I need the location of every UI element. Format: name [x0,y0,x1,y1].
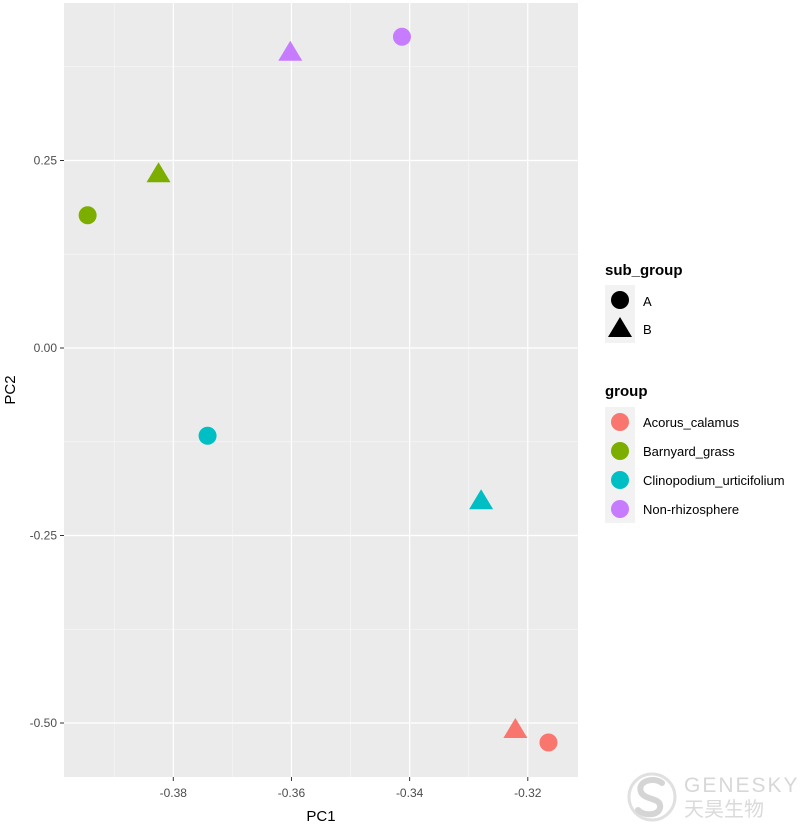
x-tick-label: -0.36 [278,786,306,800]
legend-clinopodium-key [611,471,629,489]
genesky-logo-icon [627,772,677,822]
point-clinopodium-urticifolium-b [469,489,494,510]
x-axis-ticks: -0.38 -0.36 -0.34 -0.32 [160,777,542,800]
x-tick-label: -0.38 [160,786,188,800]
point-acorus-calamus-a [539,733,558,752]
legend-group-label-barnyard: Barnyard_grass [643,444,735,459]
watermark-brand-cn: 天昊生物 [684,798,764,821]
data-points [78,27,558,752]
y-tick-label: -0.25 [30,529,58,543]
x-tick-label: -0.32 [514,786,542,800]
legend-acorus-key [611,413,629,431]
legend-circle-shape-icon [611,291,629,309]
y-tick-label: -0.50 [30,716,58,730]
x-axis-title: PC1 [306,808,335,825]
x-tick-label: -0.34 [396,786,424,800]
legend-group-label-nonrhizo: Non-rhizosphere [643,502,739,517]
legend-group-title: group [605,383,648,400]
legend-group-label-clinopodium: Clinopodium_urticifolium [643,473,785,488]
grid-major [64,3,578,777]
legend-sub-group-title: sub_group [605,262,683,279]
legend-triangle-shape-icon [608,317,632,337]
legend-sub-group-label-a: A [643,294,652,309]
y-axis-ticks: 0.25 0.00 -0.25 -0.50 [30,154,64,730]
point-non-rhizosphere-a [392,27,411,46]
y-tick-label: 0.25 [34,154,58,168]
genesky-watermark: GENESKY 天昊生物 [627,772,800,822]
legend-nonrhizo-key [611,500,629,518]
grid-minor [64,3,578,777]
point-barnyard-grass-b [146,162,171,183]
legend-group: group Acorus_calamus Barnyard_grass Clin… [605,383,785,523]
point-non-rhizosphere-b [278,40,303,61]
point-barnyard-grass-a [78,206,97,225]
legend-sub-group-label-b: B [643,322,652,337]
point-clinopodium-urticifolium-a [198,426,217,445]
y-tick-label: 0.00 [34,341,58,355]
legend-sub-group: sub_group A B [605,262,683,343]
point-acorus-calamus-b [503,718,528,738]
legend-group-label-acorus: Acorus_calamus [643,415,740,430]
legend-barnyard-key [611,442,629,460]
watermark-brand-en: GENESKY [684,774,800,797]
y-axis-title: PC2 [2,375,19,404]
plot-panel [64,3,578,777]
